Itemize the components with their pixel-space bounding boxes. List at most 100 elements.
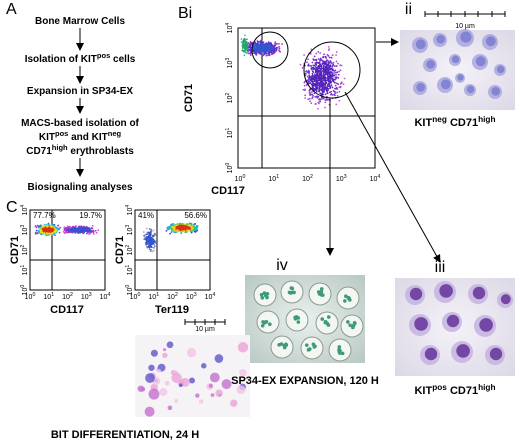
tick-label: 104: [370, 174, 381, 183]
tick-base: 10: [227, 25, 234, 33]
tick-label: 102: [62, 292, 73, 301]
cell: [166, 341, 174, 349]
superscript: neg: [432, 115, 447, 124]
event-dot: [311, 87, 314, 90]
event-dot: [309, 100, 311, 103]
event-dot: [97, 229, 100, 232]
event-dot: [154, 245, 156, 248]
event-dot: [302, 88, 305, 91]
event-dot: [47, 230, 50, 233]
tick-exp: 3: [344, 174, 347, 180]
granule: [320, 293, 325, 297]
nucleus: [416, 82, 426, 92]
cell: [195, 393, 200, 398]
tick-label: 102: [225, 93, 234, 104]
cell: [157, 368, 161, 373]
event-dot: [320, 77, 323, 79]
event-dot: [46, 225, 49, 228]
event-dot: [49, 225, 52, 227]
event-dot: [334, 92, 337, 94]
event-dot: [69, 231, 72, 234]
text-run: MACS-based isolation of: [21, 118, 139, 129]
tick-exp: 2: [20, 245, 26, 248]
cell: [167, 405, 173, 411]
event-dot: [196, 225, 199, 228]
event-dot: [152, 241, 155, 243]
event-dot: [330, 56, 333, 59]
rich-text: KITneg CD71high: [414, 115, 495, 130]
event-dot: [38, 228, 41, 230]
event-dot: [328, 91, 331, 94]
tick-exp: 0: [20, 285, 26, 288]
event-dot: [336, 71, 339, 74]
nucleus: [415, 39, 426, 50]
event-dot: [312, 64, 315, 67]
event-dot: [150, 230, 153, 233]
tick-label: 102: [20, 245, 29, 256]
text: 19.7%: [79, 211, 102, 220]
nucleus: [466, 85, 475, 94]
event-dot: [186, 223, 188, 226]
event-dot: [329, 77, 331, 80]
text: CD71: [183, 84, 195, 112]
event-dot: [322, 72, 325, 75]
event-dot: [179, 226, 182, 229]
event-dot: [274, 41, 277, 44]
event-dot: [43, 232, 46, 234]
event-dot: [314, 79, 317, 82]
superscript: neg: [108, 129, 122, 138]
event-dot: [320, 88, 322, 91]
tick-base: 10: [235, 176, 243, 183]
event-dot: [321, 59, 324, 62]
tick-base: 10: [25, 294, 33, 301]
tick-exp: 2: [225, 93, 231, 96]
event-dot: [330, 84, 333, 87]
cell: [148, 388, 160, 400]
event-dot: [47, 234, 50, 237]
tick-exp: 3: [194, 292, 197, 298]
cell: [189, 377, 196, 384]
event-dot: [314, 63, 317, 66]
event-dot: [331, 54, 334, 56]
event-dot: [328, 75, 331, 77]
tick-label: 103: [225, 58, 234, 69]
tick-label: 101: [268, 174, 279, 183]
event-dot: [41, 231, 44, 234]
granule: [351, 325, 355, 330]
text-run: Isolation of KIT: [25, 54, 97, 65]
plot-frame: [134, 209, 211, 291]
event-dot: [56, 226, 59, 229]
event-dot: [253, 51, 256, 54]
rich-text: Biosignaling analyses: [27, 182, 132, 193]
event-dot: [67, 227, 70, 230]
cell: [214, 354, 224, 363]
event-dot: [48, 232, 51, 235]
event-dot: [44, 226, 47, 229]
event-dot: [95, 231, 98, 234]
tick-exp: 1: [125, 265, 131, 268]
event-dot: [304, 94, 307, 97]
cell: [221, 379, 232, 390]
event-dot: [333, 93, 336, 96]
event-dot: [316, 87, 319, 89]
event-dot: [65, 230, 68, 233]
tick-base: 10: [336, 176, 344, 183]
text-run: CD71: [447, 117, 478, 129]
event-dot: [322, 76, 325, 79]
cell: [150, 349, 158, 357]
event-dot: [326, 59, 328, 62]
text-run: KIT: [414, 117, 432, 129]
event-dot: [170, 223, 172, 226]
text: A: [6, 1, 17, 18]
event-dot: [315, 52, 318, 55]
event-dot: [149, 239, 152, 242]
event-dot: [313, 87, 316, 90]
granule: [290, 290, 295, 295]
event-dot: [91, 227, 94, 230]
superscript: pos: [97, 51, 110, 60]
event-dot: [326, 63, 328, 66]
granule: [262, 291, 267, 295]
nucleus: [424, 347, 438, 361]
event-dot: [255, 43, 258, 46]
